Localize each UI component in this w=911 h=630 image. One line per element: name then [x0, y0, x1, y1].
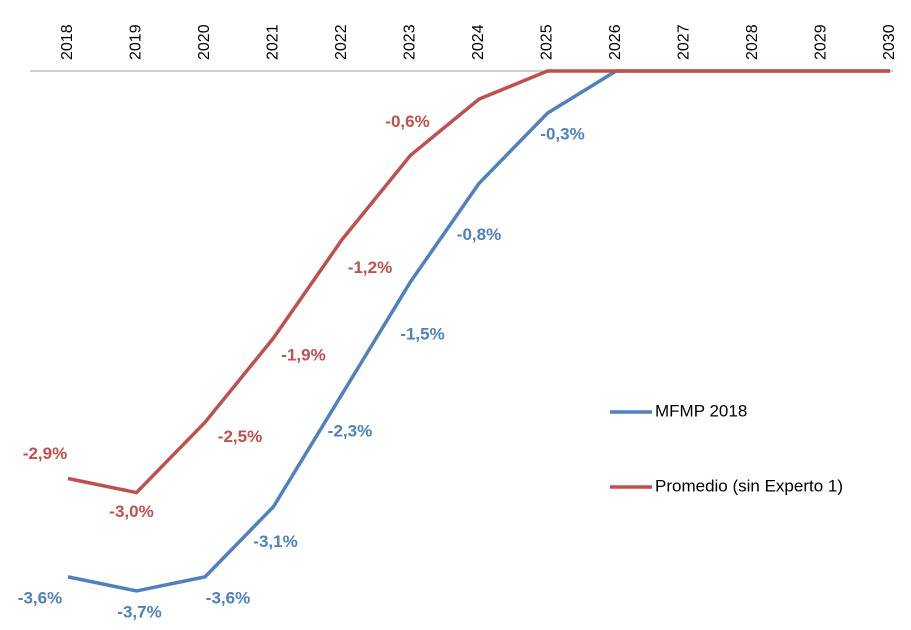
data-label: -0,6%	[385, 112, 429, 131]
data-label: -3,6%	[206, 588, 250, 607]
data-label: -1,5%	[400, 324, 444, 343]
data-label: -2,5%	[218, 427, 262, 446]
series-line	[67, 69, 890, 593]
x-tick-label: 2025	[539, 24, 556, 60]
x-tick-label: 2019	[128, 24, 145, 60]
data-label: -2,3%	[328, 422, 372, 441]
x-tick-label: 2029	[813, 24, 830, 60]
x-tick-label: 2018	[59, 24, 76, 60]
data-label: -3,6%	[18, 588, 62, 607]
x-tick-label: 2020	[196, 24, 213, 60]
data-label: -1,9%	[281, 345, 325, 364]
x-tick-label: 2023	[402, 24, 419, 60]
x-tick-label: 2021	[265, 24, 282, 60]
x-tick-label: 2030	[881, 24, 898, 60]
data-label: -0,8%	[457, 225, 501, 244]
legend-label: MFMP 2018	[655, 401, 747, 420]
x-tick-label: 2022	[333, 24, 350, 60]
data-label: -0,3%	[540, 125, 584, 144]
x-tick-label: 2028	[744, 24, 761, 60]
x-tick-label: 2027	[676, 24, 693, 60]
data-label: -3,1%	[253, 532, 297, 551]
data-label: -3,0%	[109, 502, 153, 521]
legend-label: Promedio (sin Experto 1)	[655, 476, 843, 495]
x-tick-label: 2026	[607, 24, 624, 60]
data-label: -1,2%	[348, 258, 392, 277]
x-tick-label: 2024	[470, 24, 487, 60]
data-label: -3,7%	[117, 602, 161, 621]
series-line	[67, 69, 890, 495]
data-label: -2,9%	[23, 444, 67, 463]
